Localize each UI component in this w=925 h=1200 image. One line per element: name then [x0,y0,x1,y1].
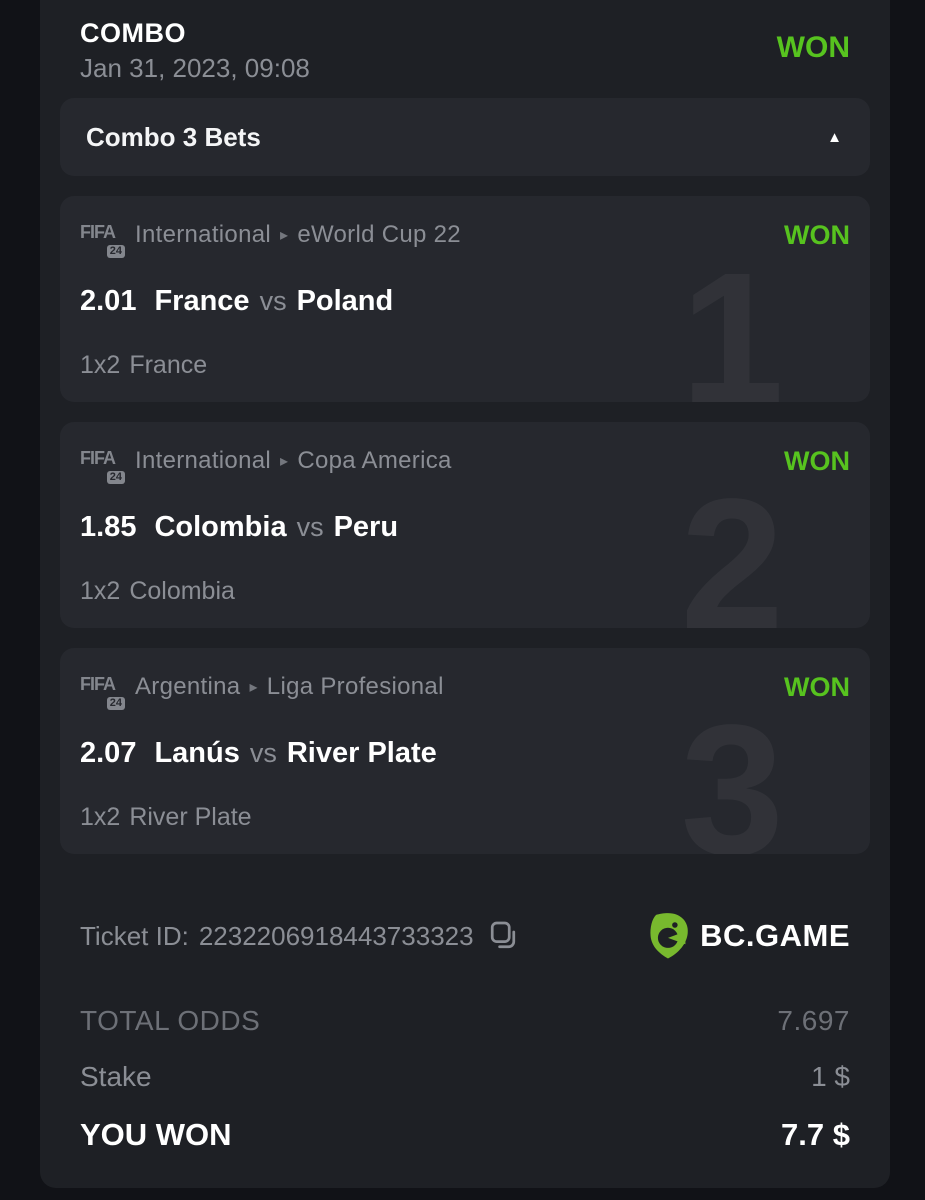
bet-type-title: COMBO [80,18,186,48]
bet-card-1: 1 FIFA 24 International ▸ eWorld Cup 22 WON… [60,196,870,402]
ticket-id-label: Ticket ID: [80,920,189,951]
ticket-row: Ticket ID: 2232206918443733323 BC.GAME [80,912,850,960]
home-team: France [154,285,250,317]
bet-number-watermark: 3 [680,687,784,855]
fifa24-icon: FIFA 24 [80,668,125,710]
away-team: River Plate [286,737,437,769]
bet-status-badge: WON [784,446,850,476]
bet-league: International ▸ Copa America [135,445,452,478]
bet-league: Argentina ▸ Liga Profesional [135,671,444,704]
bet-tournament: Copa America [297,446,452,474]
bet-league-row: FIFA 24 Argentina ▸ Liga Profesional WON [80,668,850,710]
bet-market: 1x2 [80,351,121,379]
vs-label: vs [249,738,277,768]
bet-card-3: 3 FIFA 24 Argentina ▸ Liga Profesional WON … [60,648,870,854]
home-team: Lanús [154,737,240,769]
stake-value: 1 $ [811,1061,850,1092]
away-team: Peru [333,511,399,543]
bet-odds: 1.85 [80,511,137,543]
bet-tournament: eWorld Cup 22 [297,220,461,248]
total-odds-row: TOTAL ODDS 7.697 [80,1004,850,1038]
bc-game-mascot-icon [650,913,688,959]
vs-label: vs [296,512,324,542]
breadcrumb-arrow-icon: ▸ [280,452,289,470]
total-odds-label: TOTAL ODDS [80,1005,261,1036]
bet-number-watermark: 1 [680,235,784,403]
brand-logo: BC.GAME [646,912,850,960]
collapse-arrow-icon[interactable]: ▲ [827,128,842,146]
fifa24-icon: FIFA 24 [80,442,125,484]
bet-selection: River Plate [129,803,252,831]
bet-match-line: 2.01 France vs Poland [80,282,850,320]
bet-status-badge: WON [784,672,850,702]
bet-category: International [135,446,271,474]
bet-date: Jan 31, 2023, 09:08 [80,53,310,83]
ticket-id-value: 2232206918443733323 [198,920,474,951]
totals-section: TOTAL ODDS 7.697 Stake 1 $ YOU WON 7.7 $ [80,1004,850,1154]
vs-label: vs [259,286,287,316]
bet-pick-line: 1x2 River Plate [80,802,850,832]
bet-category: International [135,220,271,248]
bet-card-2: 2 FIFA 24 International ▸ Copa America WON … [60,422,870,628]
bet-market: 1x2 [80,577,121,605]
ticket-id-text: Ticket ID: 2232206918443733323 [80,921,474,952]
fifa24-icon: FIFA 24 [80,216,125,258]
slip-header-left: COMBO Jan 31, 2023, 09:08 [80,16,310,84]
bet-slip-panel: COMBO Jan 31, 2023, 09:08 WON Combo 3 Be… [40,0,890,1188]
bet-pick-line: 1x2 France [80,350,850,380]
bet-category: Argentina [135,672,241,700]
combo-summary-toggle[interactable]: Combo 3 Bets ▲ [60,98,870,176]
slip-header: COMBO Jan 31, 2023, 09:08 WON [40,0,890,84]
you-won-value: 7.7 $ [781,1117,850,1152]
bet-league: International ▸ eWorld Cup 22 [135,219,461,252]
slip-status-badge: WON [776,31,850,64]
bet-pick-line: 1x2 Colombia [80,576,850,606]
breadcrumb-arrow-icon: ▸ [249,678,258,696]
bet-status-badge: WON [784,220,850,250]
bet-league-row: FIFA 24 International ▸ Copa America WON [80,442,850,484]
bet-match-line: 1.85 Colombia vs Peru [80,508,850,546]
brand-name: BC.GAME [700,918,850,953]
bet-number-watermark: 2 [680,461,784,629]
stake-label: Stake [80,1061,152,1092]
bet-selection: Colombia [129,577,235,605]
bet-league-row: FIFA 24 International ▸ eWorld Cup 22 WON [80,216,850,258]
combo-summary-label: Combo 3 Bets [86,121,261,152]
total-odds-value: 7.697 [777,1005,850,1036]
bet-tournament: Liga Profesional [266,672,444,700]
breadcrumb-arrow-icon: ▸ [280,226,289,244]
you-won-label: YOU WON [80,1117,232,1152]
away-team: Poland [296,285,394,317]
bet-market: 1x2 [80,803,121,831]
bet-odds: 2.07 [80,737,137,769]
stake-row: Stake 1 $ [80,1060,850,1094]
copy-icon[interactable] [488,919,518,953]
home-team: Colombia [154,511,287,543]
bet-match-line: 2.07 Lanús vs River Plate [80,734,850,772]
you-won-row: YOU WON 7.7 $ [80,1116,850,1154]
bet-odds: 2.01 [80,285,137,317]
bet-selection: France [129,351,208,379]
